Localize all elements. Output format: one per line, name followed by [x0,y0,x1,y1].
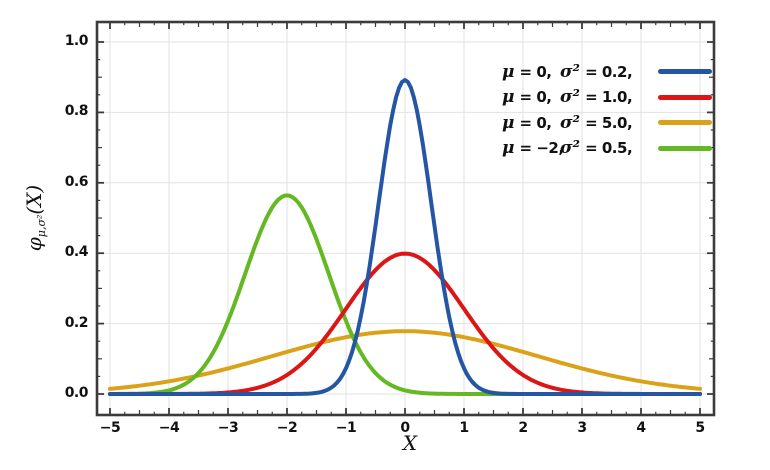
y-tick-label: 0.2 [64,314,89,331]
legend-mu-label: μ = −2, [502,138,564,159]
legend-sigma-label: σ² = 5.0, [560,112,633,133]
x-axis-label: X [402,431,418,455]
curve-var02 [108,78,702,396]
legend-sigma-label: σ² = 0.5, [560,138,633,159]
curves [108,78,702,396]
legend-color-swatch [658,120,712,126]
x-tick-label: −1 [335,420,357,436]
x-tick-label: −2 [276,420,298,436]
legend-entry: μ = 0, σ² = 5.0, [502,110,712,136]
y-tick-label: 0.6 [64,173,89,190]
y-tick-label: 1.0 [64,33,89,49]
y-tick-label: 0.8 [64,103,89,120]
legend: μ = 0, σ² = 0.2, μ = 0, σ² = 1.0, μ = 0, σ² =… [502,59,712,161]
legend-color-swatch [658,69,712,75]
y-axis-label-arg: (X) [22,184,46,215]
x-tick-label: 2 [518,420,528,436]
curve-var50 [108,329,702,391]
legend-entry: μ = −2, σ² = 0.5, [502,136,712,162]
x-tick-label: 3 [577,420,587,436]
x-tick-label: 5 [695,420,705,436]
legend-sigma-label: σ² = 1.0, [560,87,633,108]
y-axis-label-phi: φ [22,237,46,252]
x-tick-label: 1 [459,420,469,436]
legend-mu-label: μ = 0, [502,87,552,108]
y-tick-label: 0.0 [64,385,89,401]
x-tick-label: 0 [400,420,410,436]
legend-sigma-label: σ² = 0.2, [560,61,633,82]
legend-entry: μ = 0, σ² = 1.0, [502,85,712,111]
legend-color-swatch [658,145,712,151]
x-tick-label: 4 [636,420,646,436]
legend-mu-label: μ = 0, [502,61,552,82]
legend-mu-label: μ = 0, [502,112,552,133]
plot-frame [95,20,716,417]
y-axis-label-subscript: μ,σ² [35,214,48,238]
legend-color-swatch [658,94,712,100]
y-axis-label: φμ,σ²(X) [22,143,50,293]
x-tick-label: −3 [217,420,239,436]
x-tick-label: −4 [158,420,180,436]
legend-entry: μ = 0, σ² = 0.2, [502,59,712,85]
y-tick-label: 0.4 [64,244,89,261]
x-tick-label: −5 [99,420,121,436]
